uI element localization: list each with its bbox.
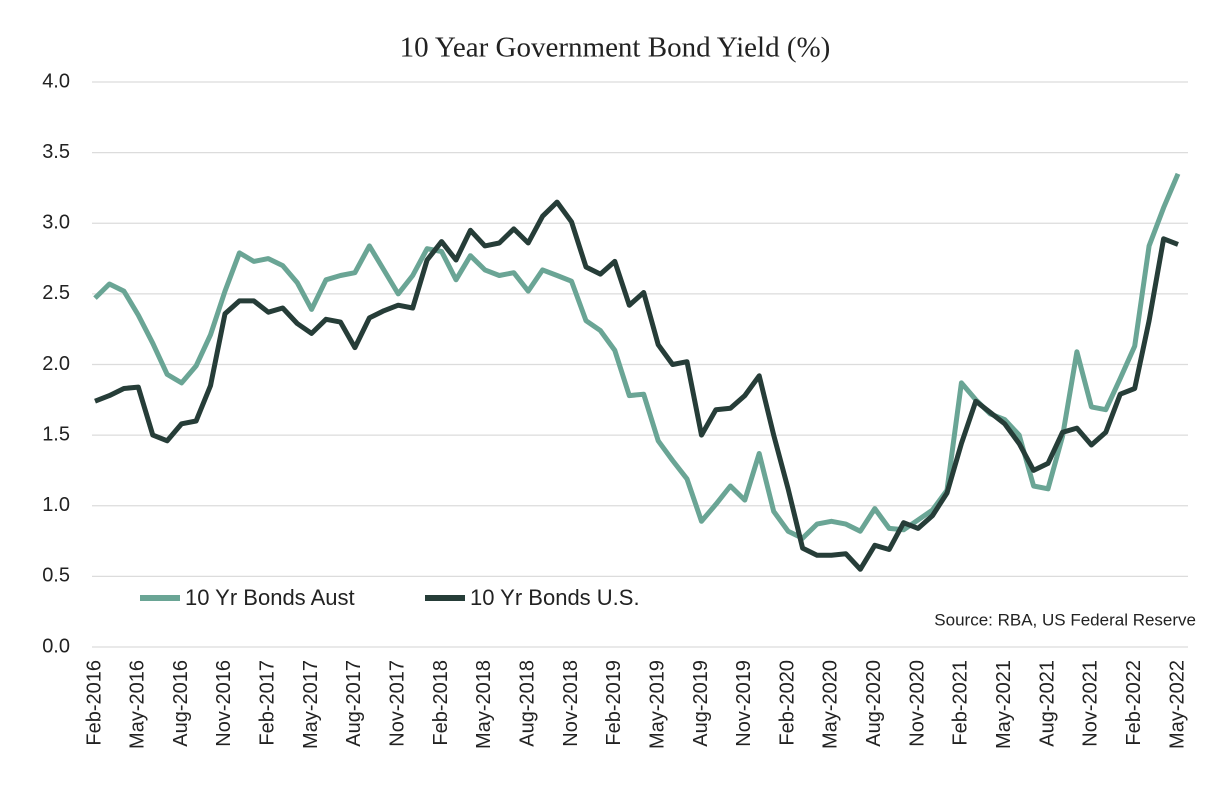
x-tick-label: May-2018 xyxy=(473,660,495,749)
x-tick-label: Feb-2018 xyxy=(430,660,452,746)
x-tick-label: Aug-2018 xyxy=(516,660,538,747)
x-tick-label: Aug-2021 xyxy=(1036,660,1058,747)
x-tick-label: Nov-2019 xyxy=(733,660,755,747)
x-tick-label: May-2017 xyxy=(300,660,322,749)
x-tick-label: Aug-2017 xyxy=(343,660,365,747)
x-tick-label: Nov-2021 xyxy=(1080,660,1102,747)
x-tick-label: May-2016 xyxy=(127,660,149,749)
y-tick-label: 3.0 xyxy=(42,212,70,234)
x-tick-label: Nov-2017 xyxy=(387,660,409,747)
series-line xyxy=(94,199,1179,572)
y-tick-label: 0.5 xyxy=(42,565,70,587)
legend-label: 10 Yr Bonds Aust xyxy=(185,585,355,610)
legend-label: 10 Yr Bonds U.S. xyxy=(470,585,640,610)
x-tick-label: May-2021 xyxy=(993,660,1015,749)
x-tick-label: Nov-2020 xyxy=(906,660,928,747)
x-tick-label: May-2022 xyxy=(1166,660,1188,749)
y-tick-label: 3.5 xyxy=(42,141,70,163)
x-tick-label: Feb-2022 xyxy=(1123,660,1145,746)
x-tick-label: May-2020 xyxy=(820,660,842,749)
y-tick-label: 0.0 xyxy=(42,635,70,657)
x-tick-label: Feb-2019 xyxy=(603,660,625,746)
x-tick-label: Aug-2019 xyxy=(690,660,712,747)
y-tick-label: 1.0 xyxy=(42,494,70,516)
x-tick-label: Feb-2016 xyxy=(83,660,105,746)
source-note: Source: RBA, US Federal Reserve xyxy=(934,610,1196,629)
x-tick-label: Feb-2021 xyxy=(950,660,972,746)
x-tick-label: May-2019 xyxy=(646,660,668,749)
chart-title: 10 Year Government Bond Yield (%) xyxy=(400,32,831,64)
x-tick-label: Nov-2018 xyxy=(560,660,582,747)
x-tick-label: Nov-2016 xyxy=(213,660,235,747)
y-tick-label: 2.5 xyxy=(42,282,70,304)
x-tick-label: Feb-2020 xyxy=(776,660,798,746)
series-line xyxy=(93,172,1181,541)
x-tick-label: Feb-2017 xyxy=(257,660,279,746)
y-tick-label: 4.0 xyxy=(42,70,70,92)
y-tick-label: 2.0 xyxy=(42,353,70,375)
y-tick-label: 1.5 xyxy=(42,423,70,445)
x-tick-label: Aug-2020 xyxy=(863,660,885,747)
x-tick-label: Aug-2016 xyxy=(170,660,192,747)
